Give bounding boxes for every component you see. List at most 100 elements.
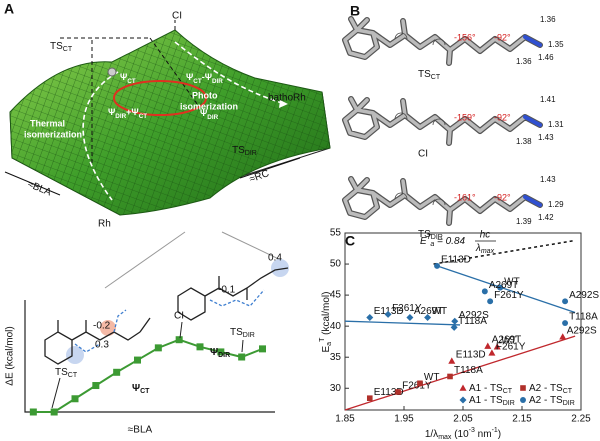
surface-label-part: DIR [245, 150, 257, 157]
marker [484, 342, 492, 349]
point-label: A292S [567, 325, 597, 336]
molecule [345, 179, 540, 223]
trend-line [344, 320, 461, 326]
surface-label-part: CT [127, 78, 136, 85]
energy-point [113, 368, 121, 376]
trend-line [436, 265, 576, 314]
leader [51, 321, 244, 409]
energy-point [134, 356, 141, 364]
bond-length: 1.46 [538, 53, 554, 62]
equation: ETa = 0.84 [420, 234, 466, 248]
point-label-part: TS [55, 367, 68, 378]
equation-part: = 0.84 [434, 236, 465, 247]
surface-label-part: Ψ [200, 108, 207, 118]
marker [488, 349, 496, 356]
point-label-part: CT [68, 372, 78, 379]
marker [406, 313, 414, 321]
surface-label-part: Ψ [186, 72, 193, 82]
point-label: WT [432, 306, 448, 317]
curve-label-part: Ψ [210, 347, 218, 358]
point-label: WT [424, 372, 440, 383]
point-label: E113D [456, 350, 486, 361]
bond-length: 1.31 [548, 120, 564, 129]
point-label: F261Y [392, 303, 422, 314]
structure-name: TSDIR [418, 229, 443, 242]
equation-part: max [481, 248, 495, 255]
point-label: A269T [489, 280, 518, 291]
panel-label: A [4, 1, 14, 17]
surface-label-part: CT [139, 113, 148, 120]
y-axis-label-part: (kcal/mol) [321, 292, 332, 338]
dihedral-angle: -156° [454, 32, 476, 42]
point-label: WT [504, 276, 520, 287]
energy-point [92, 382, 100, 390]
bond-length: 1.39 [516, 217, 532, 226]
point-label: E113D [441, 255, 471, 266]
energy-point [217, 348, 225, 356]
charge-label: 0.3 [95, 340, 109, 351]
charge-label: -0.1 [218, 285, 236, 296]
marker [520, 385, 526, 391]
marker [447, 373, 453, 380]
marker [417, 380, 423, 387]
surface-label-part: CT [193, 78, 202, 85]
y-axis-label-part: E [321, 345, 332, 352]
legend-label: A1 - TSCT [469, 383, 513, 396]
energy-point [238, 353, 246, 361]
point-label: T118A [454, 365, 483, 376]
dihedral-angle: -159° [454, 112, 476, 122]
legend-label-part: DIR [563, 400, 575, 407]
marker [562, 320, 569, 327]
panel-label: C [345, 233, 355, 249]
y-tick-label: 40 [330, 321, 342, 332]
bond-length: 1.43 [540, 175, 556, 184]
energy-point [50, 408, 58, 416]
surface-label: Photo [192, 90, 218, 100]
curve-label: ΨDIR [210, 347, 230, 360]
curve-label: ΨCT [132, 383, 150, 396]
point-label: CI [174, 311, 184, 322]
charge-label: 0.4 [268, 253, 282, 264]
axis [24, 300, 275, 413]
structure-name-part: CT [431, 74, 441, 81]
energy-point [154, 344, 162, 352]
bond-length: 1.42 [538, 213, 554, 222]
dihedral-angle: -92° [494, 32, 511, 42]
x-tick-label: 2.25 [571, 414, 591, 425]
dihedral-angle: -92° [494, 192, 511, 202]
surface-label-part: -Ψ [202, 72, 212, 82]
structure-name-part: TS [418, 229, 431, 240]
surface-label-part: Ψ [120, 72, 127, 82]
marker [481, 288, 488, 295]
structure-name-part: TS [418, 69, 431, 80]
marker [448, 357, 456, 364]
point-label: A292S [459, 310, 489, 321]
equation-part: a [430, 241, 434, 248]
legend-label-part: A1 - TS [469, 383, 503, 394]
legend-label: A2 - TSCT [529, 383, 573, 396]
x-tick-label: 2.05 [453, 414, 473, 425]
x-axis-label: ≈BLA [128, 425, 153, 436]
dihedral-angle: -161° [454, 192, 476, 202]
point-label: E113D [374, 387, 404, 398]
y-axis-label-part: T [319, 337, 326, 342]
x-axis-label-part: ) [498, 429, 501, 440]
surface-label: isomerization [180, 101, 238, 111]
x-tick-label: 1.95 [394, 414, 414, 425]
energy-point [196, 343, 204, 351]
marker [459, 384, 467, 391]
marker [493, 343, 501, 350]
point-label-part: TS [230, 327, 243, 338]
x-tick-label: 2.15 [512, 414, 532, 425]
curve-label-part: DIR [218, 352, 230, 359]
energy-point [175, 336, 183, 344]
molecule [345, 99, 540, 143]
marker [434, 262, 441, 269]
legend-label-part: A1 - TS [469, 395, 503, 406]
point-label: F261Y [496, 342, 526, 353]
y-tick-label: 45 [330, 290, 342, 301]
marker [497, 284, 504, 291]
marker [520, 397, 526, 403]
x-axis-label-part: -1 [492, 427, 498, 434]
equation-part: E [420, 236, 427, 247]
